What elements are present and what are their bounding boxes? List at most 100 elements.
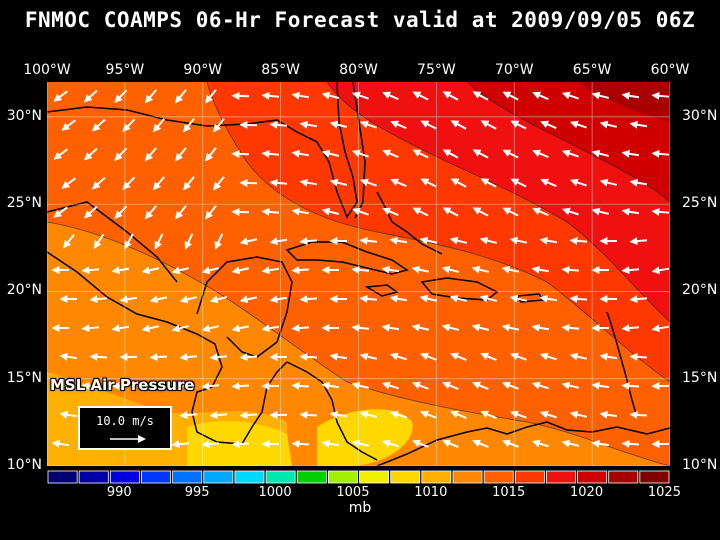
wind-arrow (183, 118, 195, 133)
wind-arrow (209, 411, 228, 420)
wind-arrow (651, 91, 670, 100)
wind-arrow (213, 176, 225, 191)
wind-arrow (201, 382, 220, 391)
wind-arrow (152, 118, 165, 133)
wind-arrow (621, 91, 640, 100)
wind-arrow (201, 440, 220, 449)
wind-arrow (171, 266, 190, 275)
wind-arrow (569, 352, 588, 361)
wind-arrow (449, 294, 468, 303)
latitude-labels-left: 30°N 25°N 20°N 15°N 10°N (0, 0, 46, 540)
colorbar-tick-label: 1005 (336, 485, 370, 500)
wind-arrow (239, 120, 258, 129)
wind-arrow (122, 118, 136, 132)
wind-arrow (390, 178, 407, 188)
wind-arrow (329, 410, 348, 419)
wind-arrow (389, 352, 407, 361)
wind-arrow (53, 206, 68, 218)
latitude-label-left: 25°N (6, 195, 42, 212)
wind-arrow (175, 147, 187, 162)
colorbar-swatch (327, 470, 358, 484)
wind-arrow (231, 324, 250, 333)
wind-arrow (599, 352, 618, 361)
wind-arrow (539, 294, 558, 303)
wind-arrow (569, 294, 588, 303)
wind-arrow (531, 323, 550, 332)
colorbar-tick-label: 990 (106, 485, 132, 500)
wind-arrow (111, 324, 130, 333)
wind-arrow (621, 439, 640, 448)
wind-arrow (89, 352, 108, 361)
wind-arrow (531, 265, 550, 274)
wind-arrow (299, 295, 318, 304)
wind-arrow (239, 295, 258, 304)
wind-arrow (239, 237, 258, 246)
colorbar-swatch (141, 470, 171, 484)
pressure-field-1008b (317, 409, 413, 466)
wind-arrow (621, 149, 640, 158)
wind-arrow (81, 266, 100, 275)
wind-arrow (329, 120, 347, 129)
latitude-label-left: 15°N (6, 369, 42, 386)
wind-arrow (261, 149, 280, 158)
wind-arrow (472, 149, 489, 159)
wind-arrow (629, 120, 648, 129)
wind-arrow (291, 439, 310, 448)
colorbar-tick-labels: 990 995 1000 1005 1010 1015 1020 1025 (0, 485, 720, 501)
wind-arrow (471, 265, 490, 274)
wind-arrow (510, 178, 527, 188)
wind-arrow (480, 410, 497, 420)
wind-arrow (175, 89, 187, 104)
longitude-label: 75°W (417, 62, 456, 78)
wind-arrow (390, 120, 407, 130)
colorbar-swatch (109, 470, 140, 484)
wind-arrow (351, 265, 370, 274)
longitude-label: 90°W (183, 62, 223, 78)
wind-arrow (291, 149, 310, 158)
wind-arrow (480, 352, 497, 362)
wind-arrow (591, 439, 610, 448)
longitude-label: 95°W (105, 62, 145, 78)
wind-arrow (231, 382, 250, 391)
wind-arrow (389, 236, 408, 245)
map-title: FNMOC COAMPS 06-Hr Forecast valid at 200… (24, 8, 696, 32)
wind-arrow (382, 149, 399, 159)
wind-arrow (480, 120, 497, 130)
wind-arrow (599, 178, 618, 187)
latitude-label-left: 30°N (6, 107, 42, 124)
colorbar-swatch (639, 470, 670, 484)
pressure-field-1021 (467, 82, 670, 202)
wind-arrow (239, 178, 258, 187)
wind-arrow (291, 381, 310, 390)
wind-arrow (629, 410, 648, 419)
wind-arrow (621, 381, 640, 390)
wind-arrow (569, 120, 587, 129)
wind-arrow (201, 324, 220, 333)
wind-arrow (450, 410, 467, 420)
wind-arrow (144, 89, 157, 104)
wind-arrow (471, 323, 490, 332)
wind-arrow (184, 233, 194, 250)
wind-arrow (359, 120, 377, 129)
wind-arrow (171, 382, 190, 391)
wind-arrow (359, 294, 378, 303)
wind-arrow (61, 119, 76, 131)
wind-arrow (231, 207, 250, 216)
wind-arrow (209, 353, 228, 362)
wind-arrow (412, 439, 429, 448)
wind-arrow (299, 178, 318, 187)
wind-arrow (621, 266, 640, 275)
wind-arrow (141, 266, 160, 275)
wind-arrow (539, 410, 557, 419)
wind-arrow (479, 294, 498, 303)
wind-arrow (321, 91, 339, 100)
colorbar-swatch (172, 470, 203, 484)
wind-arrow (389, 410, 407, 419)
wind-arrow (599, 120, 618, 129)
wind-arrow (261, 324, 280, 333)
latitude-label-right: 20°N (682, 282, 718, 299)
wind-arrow (412, 149, 429, 159)
wind-arrow (561, 91, 579, 100)
wind-arrow (152, 176, 165, 191)
wind-reference-arrow-icon (110, 435, 146, 443)
